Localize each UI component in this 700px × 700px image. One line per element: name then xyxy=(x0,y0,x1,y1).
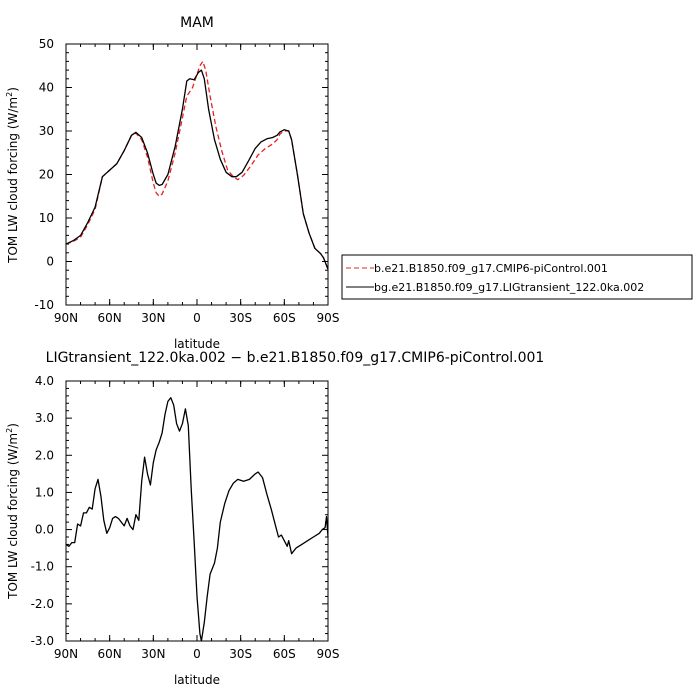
legend: b.e21.B1850.f09_g17.CMIP6-piControl.001 … xyxy=(341,254,693,300)
bottom-y-axis-label: TOM LW cloud forcing (W/m2) xyxy=(5,423,20,600)
bottom-y-tick-label: 4.0 xyxy=(35,374,54,388)
bottom-panel: LIGtransient_122.0ka.002 − b.e21.B1850.f… xyxy=(5,350,544,687)
bottom-y-tick-label: -1.0 xyxy=(31,560,54,574)
bottom-x-tick-label: 90N xyxy=(54,647,78,661)
top-x-tick-label: 60N xyxy=(98,311,122,325)
legend-box xyxy=(341,254,693,300)
top-x-axis-label: latitude xyxy=(174,337,220,351)
top-y-axis-label-main: TOM LW cloud forcing (W/m xyxy=(6,97,20,264)
bottom-y-axis-label-sup: 2 xyxy=(5,428,14,433)
bottom-x-tick-label: 30S xyxy=(229,647,252,661)
top-y-tick-label: 40 xyxy=(39,81,54,95)
bottom-series-line-0 xyxy=(65,397,329,642)
bottom-x-axis-label: latitude xyxy=(174,673,220,687)
top-y-axis-label-close: ) xyxy=(6,87,20,92)
top-x-tick-label: 60S xyxy=(273,311,296,325)
legend-label-picontrol: b.e21.B1850.f09_g17.CMIP6-piControl.001 xyxy=(374,262,608,275)
top-y-tick-label: 20 xyxy=(39,168,54,182)
top-panel: MAM latitude TOM LW cloud forcing (W/m2)… xyxy=(5,15,339,351)
top-y-tick-label: -10 xyxy=(34,298,54,312)
top-x-tick-label: 90N xyxy=(54,311,78,325)
bottom-x-tick-label: 0 xyxy=(193,647,201,661)
bottom-y-tick-label: -2.0 xyxy=(31,597,54,611)
top-series-lines xyxy=(65,60,329,270)
top-y-axis-label-sup: 2 xyxy=(5,92,14,97)
bottom-y-axis-label-main: TOM LW cloud forcing (W/m xyxy=(6,433,20,600)
bottom-y-tick-label: 1.0 xyxy=(35,485,54,499)
bottom-chart-title: LIGtransient_122.0ka.002 − b.e21.B1850.f… xyxy=(46,350,545,366)
bottom-ticks: 90N 60N 30N 0 30S 60S 90S -3.0 -2.0 -1.0 0.0 1.0 2.0… xyxy=(31,374,340,661)
top-x-tick-label: 90S xyxy=(317,311,340,325)
bottom-plot-frame xyxy=(65,380,329,642)
bottom-x-tick-label: 90S xyxy=(317,647,340,661)
bottom-y-tick-label: 3.0 xyxy=(35,411,54,425)
top-chart-title: MAM xyxy=(180,15,214,31)
legend-label-ligtransient: bg.e21.B1850.f09_g17.LIGtransient_122.0k… xyxy=(374,281,644,294)
bottom-series-lines xyxy=(65,397,329,642)
bottom-y-tick-label: 0.0 xyxy=(35,523,54,537)
top-y-tick-label: 0 xyxy=(46,255,54,269)
bottom-y-tick-label: -3.0 xyxy=(31,634,54,648)
top-x-tick-label: 30N xyxy=(141,311,165,325)
top-series-line-1 xyxy=(65,69,329,270)
bottom-x-tick-label: 60N xyxy=(98,647,122,661)
top-y-tick-label: 50 xyxy=(39,37,54,51)
top-y-tick-label: 10 xyxy=(39,211,54,225)
top-series-line-0 xyxy=(65,60,329,270)
top-plot-frame xyxy=(65,43,329,306)
top-y-tick-label: 30 xyxy=(39,124,54,138)
top-x-tick-label: 30S xyxy=(229,311,252,325)
top-y-axis-label: TOM LW cloud forcing (W/m2) xyxy=(5,87,20,264)
bottom-y-axis-label-close: ) xyxy=(6,423,20,428)
bottom-x-tick-label: 30N xyxy=(141,647,165,661)
bottom-x-tick-label: 60S xyxy=(273,647,296,661)
top-x-tick-label: 0 xyxy=(193,311,201,325)
bottom-y-tick-label: 2.0 xyxy=(35,448,54,462)
